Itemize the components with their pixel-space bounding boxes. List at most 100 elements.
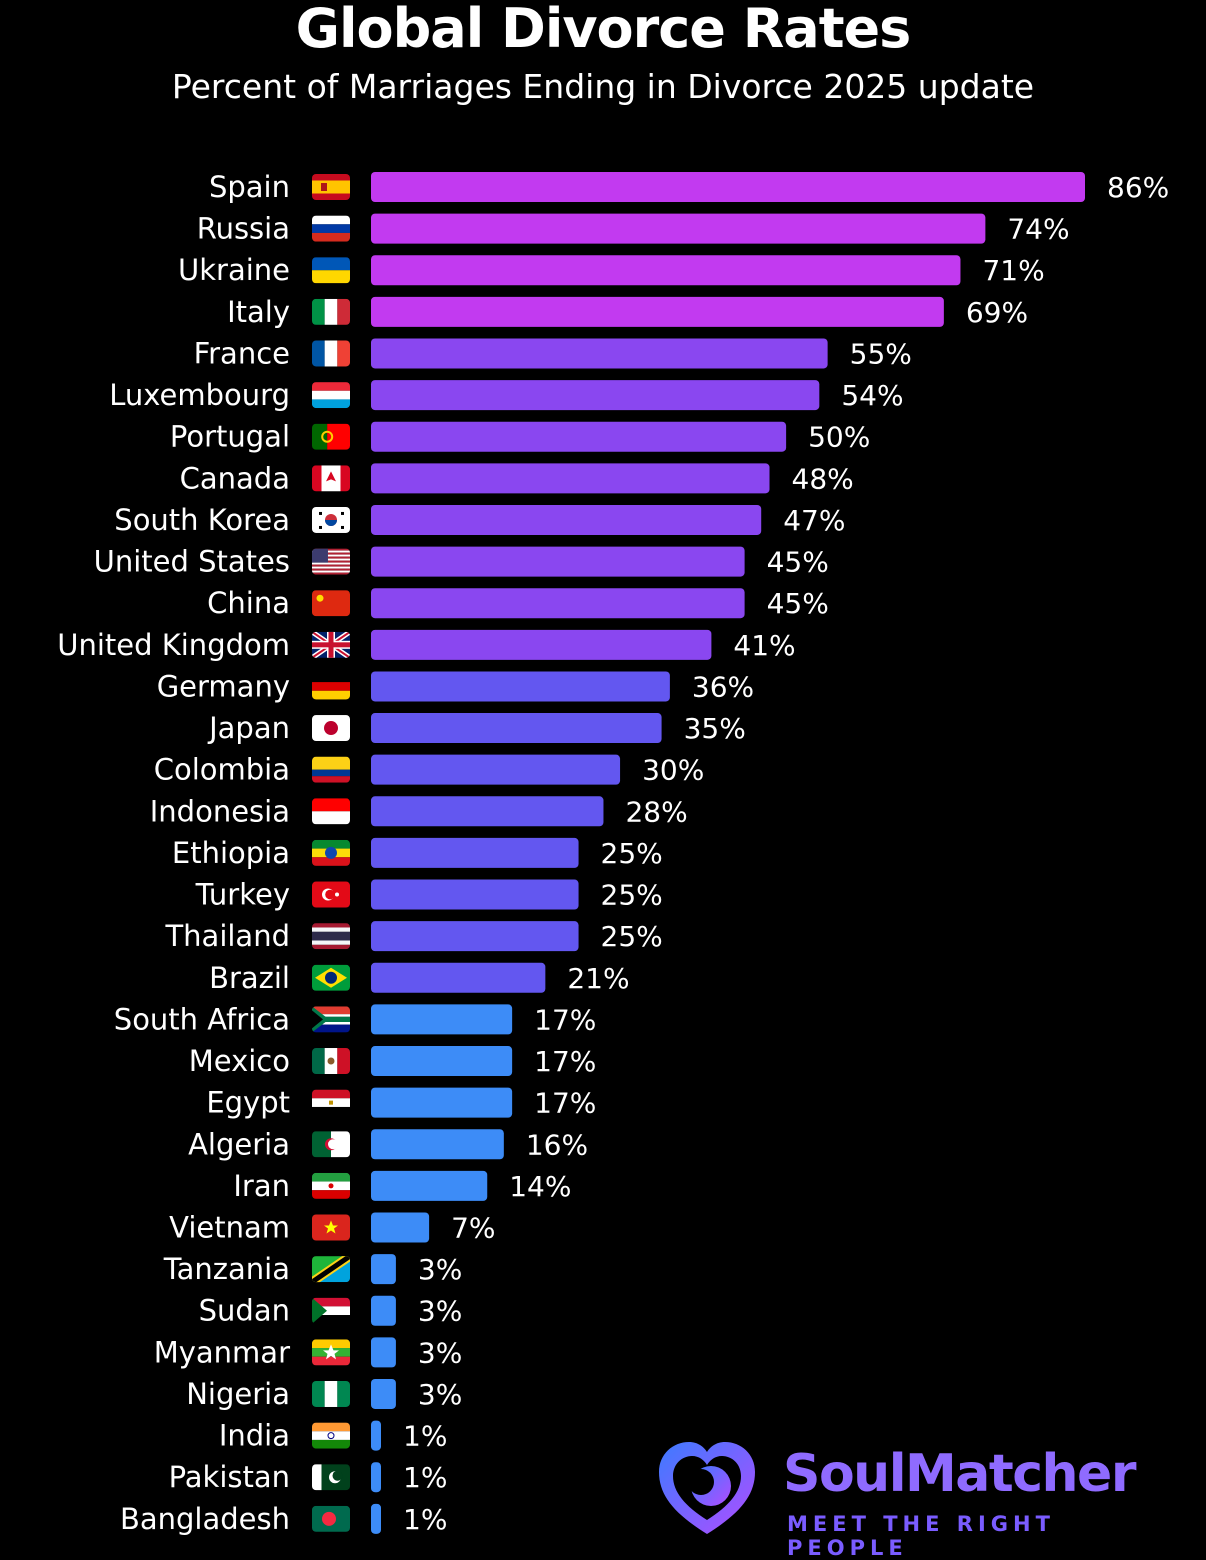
bars-layer: Spain 86% Russia 74% Ukraine 71% Italy 69% Franc… bbox=[57, 170, 1169, 1536]
bar-row: Turkey 25% bbox=[195, 878, 663, 912]
bar-row: Algeria 16% bbox=[188, 1127, 588, 1161]
value-label: 74% bbox=[1007, 213, 1069, 246]
bar-row: Germany 36% bbox=[157, 669, 754, 703]
chart-title: Global Divorce Rates bbox=[295, 0, 912, 60]
bar bbox=[371, 962, 546, 993]
brazil-flag-icon bbox=[312, 964, 350, 991]
category-label: Vietnam bbox=[169, 1211, 290, 1245]
category-label: Turkey bbox=[195, 878, 290, 912]
value-label: 35% bbox=[684, 712, 746, 745]
bar bbox=[371, 1087, 513, 1118]
bar bbox=[371, 588, 745, 619]
bar-row: Colombia 30% bbox=[154, 753, 705, 787]
bar bbox=[371, 671, 670, 702]
bar bbox=[371, 1503, 381, 1534]
value-label: 47% bbox=[783, 504, 845, 537]
colombia-flag-icon bbox=[312, 756, 350, 783]
bar bbox=[371, 1046, 513, 1077]
category-label: Bangladesh bbox=[120, 1502, 290, 1536]
value-label: 48% bbox=[792, 462, 854, 495]
value-label: 41% bbox=[733, 629, 795, 662]
category-label: Portugal bbox=[170, 420, 290, 454]
bar-row: Thailand 25% bbox=[164, 919, 662, 953]
value-label: 86% bbox=[1107, 171, 1169, 204]
category-label: Ethiopia bbox=[172, 836, 290, 870]
value-label: 1% bbox=[403, 1503, 447, 1536]
bar-row: Italy 69% bbox=[227, 295, 1028, 329]
bar-row: Myanmar 3% bbox=[154, 1335, 463, 1369]
germany-flag-icon bbox=[312, 673, 350, 700]
category-label: Spain bbox=[209, 170, 290, 204]
bar bbox=[371, 1254, 396, 1285]
bar bbox=[371, 921, 579, 952]
bar bbox=[371, 338, 828, 369]
india-flag-icon bbox=[312, 1422, 350, 1449]
nigeria-flag-icon bbox=[312, 1380, 350, 1407]
egypt-flag-icon bbox=[312, 1089, 350, 1116]
bar-row: Brazil 21% bbox=[209, 961, 630, 995]
bar-row: China 45% bbox=[207, 586, 829, 620]
bar bbox=[371, 1378, 396, 1409]
category-label: United States bbox=[94, 545, 290, 579]
china-flag-icon bbox=[312, 590, 350, 617]
bar-row: Pakistan 1% bbox=[169, 1460, 448, 1494]
category-label: South Korea bbox=[114, 503, 290, 537]
bar bbox=[371, 380, 820, 411]
bar-row: Iran 14% bbox=[233, 1169, 571, 1203]
value-label: 7% bbox=[451, 1212, 495, 1245]
value-label: 69% bbox=[966, 296, 1028, 329]
value-label: 25% bbox=[601, 920, 663, 953]
value-label: 25% bbox=[601, 837, 663, 870]
value-label: 16% bbox=[526, 1128, 588, 1161]
bar-row: United States 45% bbox=[94, 545, 829, 579]
category-label: China bbox=[207, 586, 290, 620]
bar bbox=[371, 255, 961, 286]
bar bbox=[371, 213, 986, 244]
category-label: Brazil bbox=[209, 961, 290, 995]
bar bbox=[371, 1462, 381, 1493]
ukraine-flag-icon bbox=[312, 257, 350, 284]
france-flag-icon bbox=[312, 340, 350, 367]
bar-row: Luxembourg 54% bbox=[109, 378, 903, 412]
mexico-flag-icon bbox=[312, 1048, 350, 1075]
value-label: 17% bbox=[534, 1045, 596, 1078]
category-label: Luxembourg bbox=[109, 378, 290, 412]
bar-row: United Kingdom 41% bbox=[57, 628, 795, 662]
bar-row: Egypt 17% bbox=[206, 1086, 596, 1120]
value-label: 17% bbox=[534, 1087, 596, 1120]
category-label: Egypt bbox=[206, 1086, 290, 1120]
category-label: Tanzania bbox=[163, 1252, 290, 1286]
vietnam-flag-icon bbox=[312, 1214, 350, 1241]
bar bbox=[371, 1004, 513, 1035]
value-label: 1% bbox=[403, 1420, 447, 1453]
canada-flag-icon bbox=[312, 465, 350, 492]
ethiopia-flag-icon bbox=[312, 839, 350, 866]
bar bbox=[371, 1170, 488, 1201]
turkey-flag-icon bbox=[312, 881, 350, 908]
indonesia-flag-icon bbox=[312, 798, 350, 825]
iran-flag-icon bbox=[312, 1172, 350, 1199]
myanmar-flag-icon bbox=[312, 1339, 350, 1366]
bar-row: Ethiopia 25% bbox=[172, 836, 663, 870]
category-label: India bbox=[219, 1419, 290, 1453]
portugal-flag-icon bbox=[312, 423, 350, 450]
pakistan-flag-icon bbox=[312, 1464, 350, 1491]
value-label: 45% bbox=[767, 546, 829, 579]
value-label: 3% bbox=[418, 1336, 462, 1369]
bar bbox=[371, 713, 662, 744]
bar bbox=[371, 837, 579, 868]
thailand-flag-icon bbox=[312, 923, 350, 950]
bar-row: South Africa 17% bbox=[114, 1002, 597, 1036]
bar bbox=[371, 546, 745, 577]
bar bbox=[371, 296, 944, 327]
category-label: Indonesia bbox=[150, 794, 290, 828]
united-states-flag-icon bbox=[312, 548, 350, 575]
bar-row: Sudan 3% bbox=[199, 1294, 463, 1328]
bar-row: Nigeria 3% bbox=[186, 1377, 462, 1411]
bar-row: India 1% bbox=[219, 1419, 448, 1453]
category-label: Iran bbox=[233, 1169, 290, 1203]
bar-row: Japan 35% bbox=[207, 711, 746, 745]
value-label: 21% bbox=[567, 962, 629, 995]
category-label: Myanmar bbox=[154, 1335, 290, 1369]
